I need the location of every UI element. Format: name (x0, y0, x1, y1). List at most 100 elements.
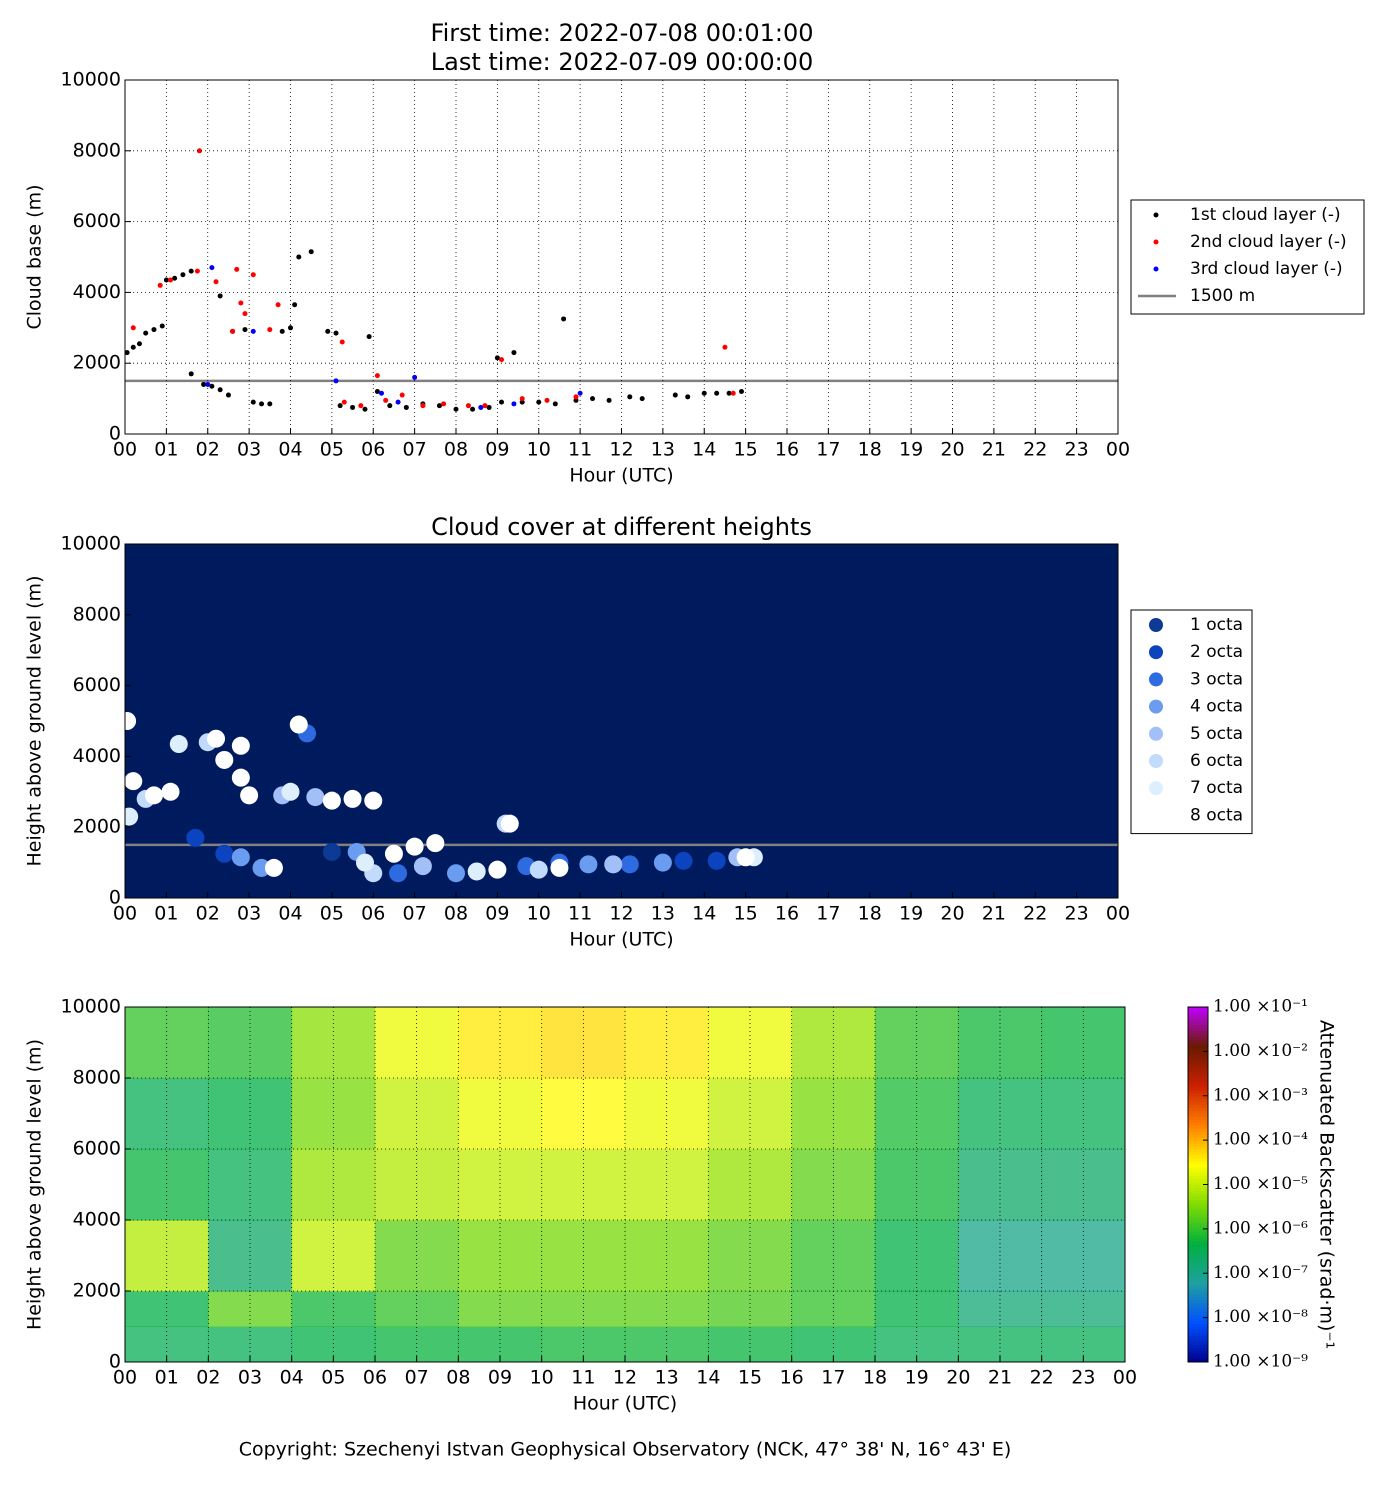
colorbar-step (1188, 1172, 1208, 1177)
heat-cell (375, 1078, 459, 1150)
colorbar-step (1188, 1178, 1208, 1183)
point (308, 249, 314, 255)
x-tick-label: 11 (568, 439, 592, 461)
x-tick-label: 05 (320, 439, 344, 461)
point (292, 302, 298, 308)
point (536, 399, 542, 405)
point (242, 327, 248, 333)
x-tick-label: 06 (361, 903, 385, 925)
colorbar-step (1188, 1252, 1208, 1256)
x-tick-label: 06 (361, 439, 385, 461)
point (209, 265, 215, 271)
colorbar-step (1188, 1045, 1208, 1049)
heat-cell (208, 1007, 293, 1079)
heat-cell (375, 1291, 459, 1327)
colorbar-step (1188, 1193, 1208, 1197)
x-tick-label: 20 (940, 439, 964, 461)
point (488, 860, 507, 879)
x-tick-label: 07 (403, 439, 427, 461)
heat-cell (958, 1149, 1043, 1221)
heat-cell (708, 1078, 793, 1150)
chart-title: Cloud cover at different heights (431, 513, 812, 541)
point (159, 323, 165, 329)
colorbar-step (1188, 1329, 1208, 1333)
point (639, 396, 645, 402)
colorbar-step (1188, 1075, 1208, 1079)
point (499, 357, 505, 363)
heat-cell (708, 1291, 793, 1327)
colorbar-step (1188, 1134, 1208, 1138)
point (125, 807, 139, 826)
point (125, 772, 143, 791)
heat-cell (625, 1291, 709, 1327)
colorbar-step (1188, 1335, 1208, 1339)
colorbar-step (1188, 1086, 1208, 1091)
colorbar-step (1188, 1063, 1208, 1067)
legend-marker (1149, 699, 1163, 714)
legend-label: 2 octa (1190, 642, 1243, 662)
y-tick-label: 4000 (73, 1209, 121, 1231)
colorbar-step (1188, 1299, 1208, 1304)
x-tick-label: 00 (1106, 903, 1130, 925)
legend-marker (1149, 808, 1163, 823)
colorbar-step (1188, 1021, 1208, 1026)
point (322, 842, 341, 861)
heat-cell (708, 1149, 793, 1221)
legend-marker (1149, 618, 1163, 632)
colorbar-step (1188, 1131, 1208, 1135)
colorbar-step (1188, 1181, 1208, 1185)
x-tick-label: 17 (816, 439, 840, 461)
point (384, 844, 403, 863)
heat-cell (125, 1149, 209, 1221)
footer: Copyright: Szechenyi Istvan Geophysical … (239, 1439, 1012, 1461)
x-tick-label: 18 (863, 1367, 887, 1389)
x-tick-label: 14 (692, 903, 716, 925)
legend-label: 3 octa (1190, 669, 1243, 689)
point (333, 330, 339, 336)
colorbar-step (1188, 1323, 1208, 1327)
y-axis-label: Height above ground level (m) (24, 1039, 46, 1330)
point (157, 282, 163, 288)
x-tick-label: 18 (858, 439, 882, 461)
point (519, 396, 525, 402)
point (412, 374, 418, 380)
point (130, 325, 136, 331)
point (322, 791, 341, 810)
colorbar-step (1188, 1066, 1208, 1070)
x-tick-label: 12 (609, 439, 633, 461)
x-tick-label: 22 (1030, 1367, 1054, 1389)
colorbar-step (1188, 1332, 1208, 1336)
y-tick-label: 0 (109, 887, 121, 909)
point (467, 862, 486, 881)
colorbar-step (1188, 1282, 1208, 1286)
heat-cell (1041, 1007, 1125, 1079)
heat-cell (875, 1149, 959, 1221)
colorbar-step (1188, 1338, 1208, 1342)
colorbar-step (1188, 1305, 1208, 1310)
colorbar-step (1188, 1302, 1208, 1307)
colorbar-step (1188, 1039, 1208, 1043)
point (288, 325, 293, 331)
point (672, 392, 678, 398)
heat-cell (208, 1078, 293, 1150)
point (550, 858, 569, 877)
colorbar-step (1188, 1122, 1208, 1126)
point (494, 355, 500, 361)
colorbar-step (1188, 1196, 1208, 1200)
point (413, 857, 432, 876)
colorbar-step (1188, 1143, 1208, 1147)
colorbar-step (1188, 1326, 1208, 1330)
x-tick-label: 05 (320, 903, 344, 925)
colorbar-step (1188, 1089, 1208, 1094)
colorbar-step (1188, 1078, 1208, 1082)
legend-label: 8 octa (1190, 805, 1243, 825)
legend-label: 4 octa (1190, 697, 1243, 717)
colorbar-step (1188, 1101, 1208, 1106)
x-tick-label: 13 (651, 439, 675, 461)
heat-cell (791, 1007, 876, 1079)
x-tick-label: 13 (655, 1367, 679, 1389)
point (207, 729, 226, 748)
colorbar-step (1188, 1243, 1208, 1248)
x-tick-label: 09 (485, 903, 509, 925)
colorbar-step (1188, 1140, 1208, 1144)
